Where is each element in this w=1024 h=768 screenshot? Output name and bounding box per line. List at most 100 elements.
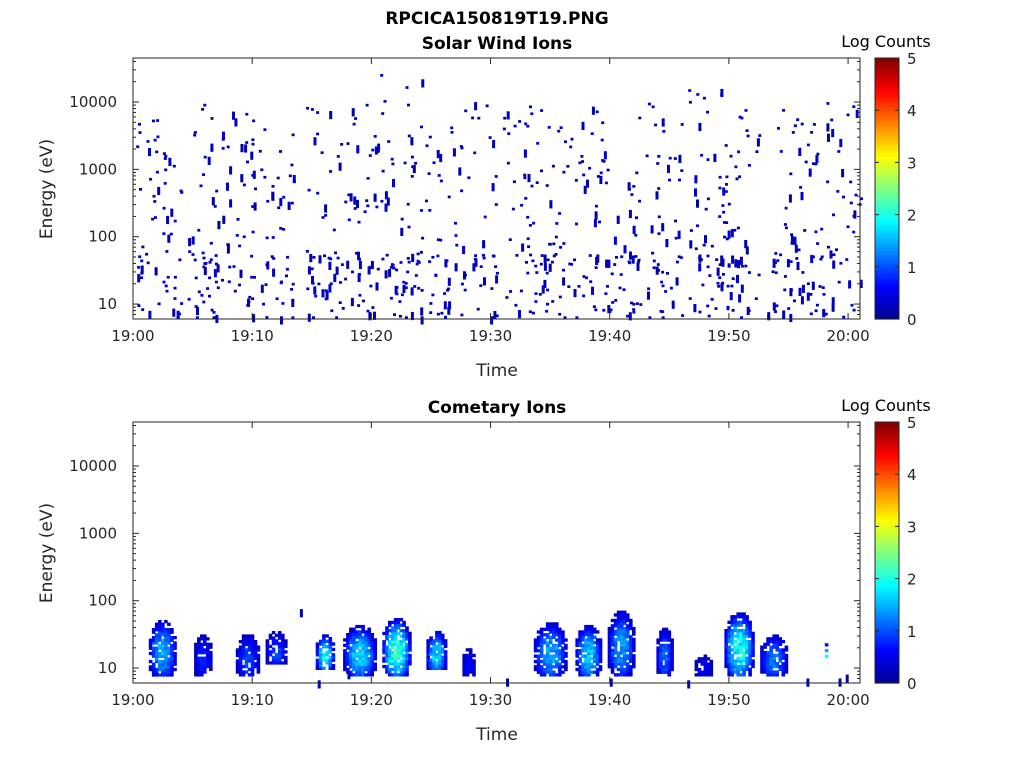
data-cell (625, 640, 630, 644)
data-cell (613, 648, 618, 652)
data-cell (170, 657, 174, 661)
data-cell (727, 640, 731, 644)
data-cell (736, 670, 740, 674)
data-cell (410, 175, 414, 178)
data-cell (575, 667, 579, 672)
data-cell (260, 168, 264, 172)
data-cell (668, 178, 671, 182)
data-cell (420, 307, 424, 316)
data-cell (158, 643, 162, 648)
data-cell (558, 633, 562, 637)
data-cell (485, 104, 489, 108)
data-cell (594, 266, 598, 269)
data-cell (587, 630, 591, 634)
data-cell (558, 657, 562, 661)
data-cell (561, 641, 565, 645)
data-cell (616, 610, 621, 614)
data-cell (361, 630, 365, 634)
data-cell (202, 300, 206, 304)
data-cell (664, 646, 669, 650)
data-cell (390, 673, 395, 677)
data-cell (251, 230, 255, 234)
colorbar-segment (875, 431, 899, 436)
data-cell (173, 659, 177, 664)
data-cell (425, 199, 428, 203)
data-cell (148, 641, 153, 645)
data-cell (528, 310, 532, 314)
data-cell (382, 656, 386, 660)
data-cell (552, 659, 556, 664)
data-cell (778, 651, 783, 655)
data-cell (664, 659, 669, 664)
data-cell (158, 659, 162, 664)
data-cell (725, 175, 729, 179)
data-cell (495, 271, 499, 275)
data-cell (730, 623, 734, 627)
data-cell (775, 662, 779, 666)
data-cell (200, 662, 204, 666)
data-cell (307, 313, 311, 322)
data-cell (412, 164, 416, 174)
x-axis: 19:00 19:10 19:20 19:30 19:40 19:50 20:00 (111, 57, 870, 345)
data-cell (661, 310, 665, 313)
data-cell (396, 642, 401, 647)
data-cell (443, 639, 448, 643)
data-cell (355, 651, 359, 656)
data-cell (751, 659, 755, 663)
data-cell (390, 659, 395, 663)
data-cell (399, 670, 404, 674)
data-cell (590, 651, 594, 656)
data-cell (784, 662, 789, 666)
data-cell (432, 641, 436, 646)
data-cell (382, 648, 386, 652)
data-cell (575, 662, 579, 666)
colorbar-segment (875, 129, 899, 134)
data-cell (539, 641, 544, 645)
data-cell (667, 665, 672, 669)
data-cell (209, 258, 213, 262)
data-cell (698, 122, 702, 132)
data-cell (367, 638, 371, 642)
data-cell (578, 657, 582, 661)
data-cell (494, 203, 498, 206)
data-cell (238, 656, 243, 660)
data-cell (701, 283, 705, 287)
data-cell (152, 119, 155, 123)
data-cell (162, 280, 166, 284)
data-cell (404, 316, 408, 319)
data-cell (632, 225, 636, 234)
data-cell (632, 626, 636, 631)
data-cell (733, 667, 737, 671)
colorbar-segment (875, 529, 899, 534)
data-cell (481, 253, 485, 257)
data-cell (578, 635, 582, 639)
data-cell (244, 637, 249, 641)
colorbar-segment (875, 490, 899, 495)
data-cell (390, 653, 395, 658)
data-cell (402, 280, 406, 284)
data-cell (744, 264, 748, 268)
data-cell (659, 654, 663, 658)
data-cell (584, 657, 588, 661)
data-cell (367, 651, 371, 656)
data-cell (636, 262, 640, 271)
data-cell (324, 289, 328, 293)
data-cell (751, 642, 755, 647)
data-cell (238, 664, 243, 669)
data-cell (137, 304, 141, 307)
data-cell (197, 670, 201, 674)
data-cell (367, 633, 371, 637)
data-cell (282, 228, 286, 231)
data-cell (801, 284, 805, 293)
data-cell (714, 307, 718, 310)
data-cell (757, 273, 761, 277)
data-cell (860, 197, 863, 201)
data-cell (373, 638, 377, 642)
colorbar-segment (875, 211, 899, 216)
data-cell (247, 640, 252, 644)
data-cell (769, 670, 773, 674)
data-cell (587, 641, 591, 645)
data-cell (651, 105, 655, 109)
data-cell (724, 642, 728, 647)
colorbar-segment (875, 480, 899, 485)
